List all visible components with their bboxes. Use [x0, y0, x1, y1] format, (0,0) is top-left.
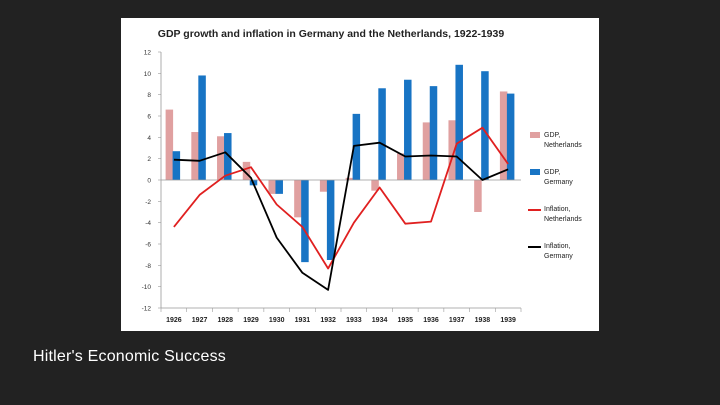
bar-gdp-germany [378, 88, 386, 180]
bar-gdp-germany [198, 75, 206, 180]
bar-gdp-germany [481, 71, 489, 180]
chart-title: GDP growth and inflation in Germany and … [158, 28, 505, 40]
y-tick-label: 6 [147, 114, 151, 121]
legend-label: GDP, Netherlands [544, 132, 582, 149]
y-tick-label: -10 [142, 284, 152, 291]
y-tick-label: -2 [145, 199, 151, 206]
bar-gdp-germany [172, 151, 181, 180]
bar-gdp-netherlands [474, 180, 482, 212]
bar-gdp-germany [301, 180, 309, 263]
x-tick-label: 1937 [449, 317, 465, 324]
bar-gdp-netherlands [268, 180, 276, 194]
x-tick-label: 1931 [295, 317, 311, 324]
legend-swatch [530, 132, 540, 138]
chart: GDP growth and inflation in Germany and … [142, 28, 583, 324]
slide-caption: Hitler's Economic Success [33, 348, 226, 365]
bar-gdp-germany [275, 180, 283, 194]
bar-gdp-netherlands [294, 180, 302, 218]
x-tick-label: 1939 [500, 317, 516, 324]
bar-gdp-netherlands [165, 109, 174, 180]
lines [173, 126, 509, 291]
bar-gdp-germany [506, 93, 515, 180]
x-tick-label: 1932 [320, 317, 336, 324]
bar-gdp-germany [429, 86, 438, 180]
bars [165, 64, 515, 263]
bar-gdp-germany [404, 79, 412, 180]
x-tick-label: 1930 [269, 317, 285, 324]
x-axis-ticks: 1926 1927 1928 1929 1930 1931 1932 1933 1934 1935… [166, 317, 516, 324]
bar-gdp-netherlands [371, 180, 379, 191]
bar-gdp-germany [326, 180, 335, 260]
bar-gdp-netherlands [499, 91, 508, 180]
line-inflation-germany [173, 141, 509, 291]
x-tick-label: 1935 [397, 317, 413, 324]
x-tick-label: 1936 [423, 317, 439, 324]
chart-frame: GDP growth and inflation in Germany and … [121, 18, 599, 331]
bar-gdp-netherlands [242, 161, 251, 180]
y-tick-label: 4 [147, 135, 151, 142]
y-tick-label: 0 [147, 178, 151, 185]
bar-gdp-netherlands [191, 132, 199, 180]
bar-gdp-netherlands [448, 120, 456, 180]
y-tick-label: -6 [145, 242, 151, 249]
legend-label: Inflation, Germany [544, 243, 573, 260]
bar-gdp-netherlands [397, 153, 405, 180]
legend-swatch [530, 169, 540, 175]
legend-label: Inflation, Netherlands [544, 206, 582, 223]
y-tick-label: -8 [145, 263, 151, 270]
bar-gdp-germany [352, 113, 361, 180]
legend-label: GDP, Germany [544, 169, 573, 186]
bar-gdp-netherlands [345, 177, 354, 180]
axes [158, 51, 522, 312]
bar-gdp-netherlands [422, 122, 431, 180]
x-tick-label: 1938 [475, 317, 491, 324]
x-tick-label: 1928 [217, 317, 233, 324]
x-tick-label: 1927 [192, 317, 208, 324]
y-tick-label: 10 [144, 71, 152, 78]
bar-gdp-germany [224, 133, 232, 180]
x-tick-label: 1933 [346, 317, 362, 324]
bar-gdp-netherlands [217, 136, 225, 180]
x-tick-label: 1934 [372, 317, 388, 324]
y-tick-label: -4 [145, 220, 151, 227]
x-tick-label: 1926 [166, 317, 182, 324]
legend: GDP, Netherlands GDP, Germany Inflation, Neth… [528, 132, 582, 260]
y-tick-label: 12 [144, 50, 152, 57]
y-tick-label: 8 [147, 92, 151, 99]
y-tick-label: 2 [147, 156, 151, 163]
bar-gdp-germany [455, 64, 463, 180]
y-axis-ticks: 12 10 8 6 4 2 0 -2 -4 -6 -8 -10 -12 [142, 50, 152, 313]
y-tick-label: -12 [142, 306, 152, 313]
bar-gdp-netherlands [319, 180, 328, 192]
x-tick-label: 1929 [243, 317, 259, 324]
